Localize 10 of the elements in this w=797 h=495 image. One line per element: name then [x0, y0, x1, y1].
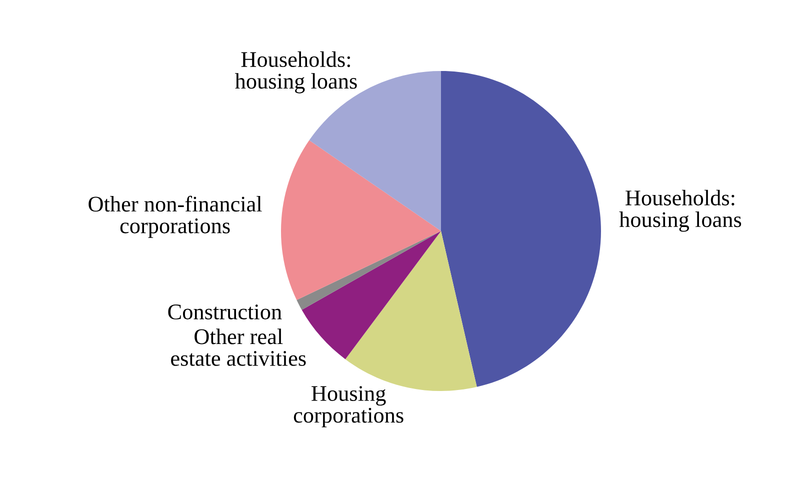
slice-label: Other real estate activities	[171, 328, 306, 366]
slice-label: Households: housing loans	[619, 190, 742, 232]
slice-label: Households: housing loans	[235, 51, 357, 94]
pie-slice	[281, 140, 441, 300]
slice-label: Housing corporations	[294, 386, 404, 428]
pie-slice	[296, 231, 441, 310]
pie-slice	[309, 71, 441, 231]
slice-label: Other non-financial corporations	[88, 196, 262, 238]
slice-label: Construction	[168, 304, 282, 320]
pie-slice	[441, 71, 601, 387]
